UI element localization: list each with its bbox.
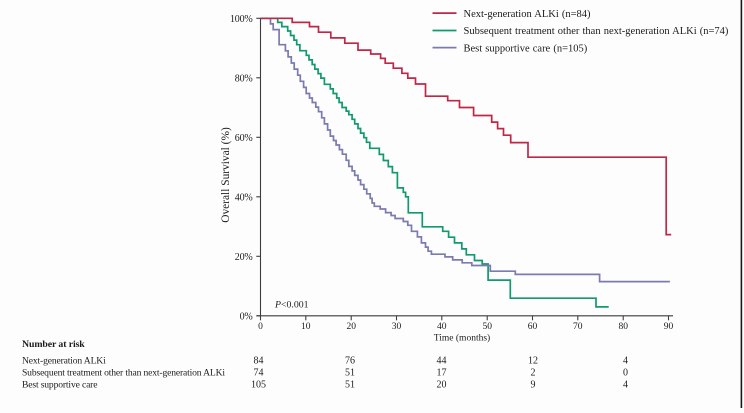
svg-text:40%: 40% (235, 192, 253, 203)
svg-text:100%: 100% (230, 14, 253, 25)
svg-text:51: 51 (345, 380, 355, 391)
svg-text:70: 70 (573, 322, 583, 332)
svg-text:30: 30 (392, 322, 402, 332)
svg-text:Number at risk: Number at risk (22, 339, 85, 350)
svg-text:9: 9 (531, 380, 536, 391)
svg-text:20%: 20% (235, 252, 253, 263)
svg-text:Subsequent treatment other tha: Subsequent treatment other than next-gen… (22, 368, 225, 379)
svg-text:60%: 60% (235, 133, 253, 144)
svg-text:44: 44 (437, 355, 447, 366)
svg-text:105: 105 (251, 380, 266, 391)
svg-text:90: 90 (664, 322, 674, 332)
svg-text:Time (months): Time (months) (434, 333, 490, 344)
svg-text:Subsequent treatment other tha: Subsequent treatment other than next-gen… (464, 26, 729, 37)
svg-text:17: 17 (437, 368, 447, 379)
svg-text:0: 0 (258, 322, 263, 332)
svg-text:Best supportive care: Best supportive care (22, 380, 97, 391)
svg-text:74: 74 (254, 368, 264, 379)
svg-text:P<0.001: P<0.001 (274, 300, 309, 311)
svg-text:20: 20 (346, 322, 356, 332)
svg-text:2: 2 (531, 368, 536, 379)
svg-text:Next-generation ALKi (n=84): Next-generation ALKi (n=84) (464, 9, 592, 20)
svg-text:76: 76 (345, 355, 355, 366)
svg-text:80%: 80% (235, 73, 253, 84)
svg-text:60: 60 (528, 322, 538, 332)
svg-text:4: 4 (623, 380, 628, 391)
svg-text:40: 40 (437, 322, 447, 332)
svg-text:Next-generation ALKi: Next-generation ALKi (22, 355, 106, 366)
svg-text:0: 0 (623, 368, 628, 379)
svg-text:4: 4 (623, 355, 628, 366)
svg-text:50: 50 (482, 322, 492, 332)
svg-text:10: 10 (301, 322, 311, 332)
svg-text:80: 80 (618, 322, 628, 332)
svg-text:12: 12 (528, 355, 538, 366)
svg-text:Overall Survival (%): Overall Survival (%) (220, 127, 232, 223)
svg-text:20: 20 (437, 380, 447, 391)
svg-text:84: 84 (254, 355, 264, 366)
svg-text:Best supportive care (n=105): Best supportive care (n=105) (464, 43, 588, 54)
svg-text:0%: 0% (240, 311, 253, 322)
svg-text:51: 51 (345, 368, 355, 379)
